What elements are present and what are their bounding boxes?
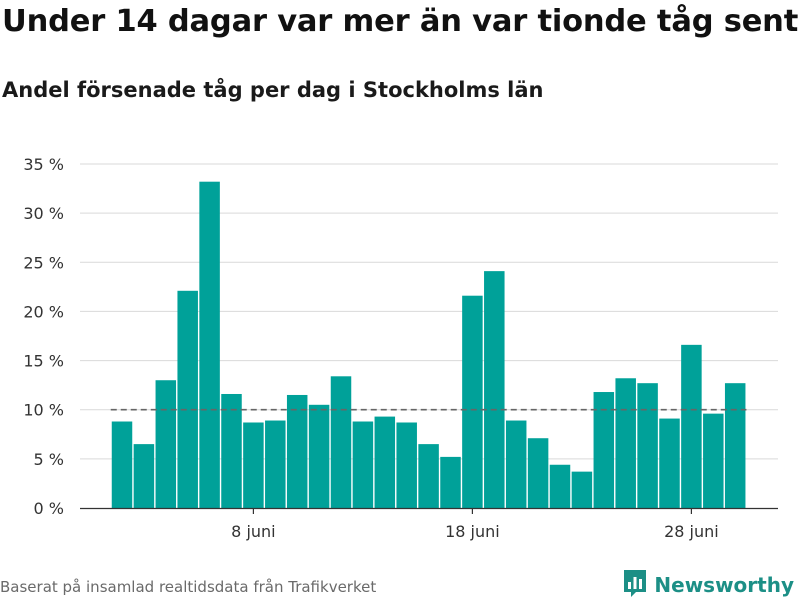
y-axis-labels: 0 % 5 % 10 % 15 % 20 % 25 % 30 % 35 % xyxy=(23,155,64,518)
bar xyxy=(265,420,286,508)
y-tick-label: 5 % xyxy=(34,450,64,469)
bar xyxy=(505,420,527,508)
y-tick-label: 35 % xyxy=(23,155,64,174)
y-tick-label: 10 % xyxy=(23,401,64,420)
bar xyxy=(155,380,177,508)
bar xyxy=(396,422,417,508)
bar xyxy=(374,416,396,508)
y-tick-label: 30 % xyxy=(23,204,64,223)
bar xyxy=(703,413,724,508)
bar xyxy=(330,376,352,508)
bar xyxy=(637,383,658,508)
y-tick-label: 15 % xyxy=(23,352,64,371)
bar-chart: 0 % 5 % 10 % 15 % 20 % 25 % 30 % 35 % 8 juni 18 … xyxy=(23,155,778,541)
bar xyxy=(462,295,483,508)
bar xyxy=(352,421,374,508)
brand-logo: Newsworthy xyxy=(622,568,794,602)
brand-name: Newsworthy xyxy=(654,573,794,597)
bar xyxy=(527,438,549,508)
bars xyxy=(111,181,746,509)
chart-title: Under 14 dagar var mer än var tionde tåg… xyxy=(2,4,799,39)
bar xyxy=(221,393,242,508)
bar xyxy=(549,464,571,508)
bar xyxy=(593,392,615,508)
bar xyxy=(571,471,593,508)
bar xyxy=(681,344,702,508)
newsworthy-logo-icon xyxy=(622,568,648,602)
x-axis-labels: 8 juni 18 juni 28 juni xyxy=(231,508,719,541)
bar xyxy=(484,271,505,508)
y-tick-label: 25 % xyxy=(23,253,64,272)
bar xyxy=(615,378,636,508)
bar xyxy=(308,404,330,508)
x-tick-label: 8 juni xyxy=(231,522,275,541)
x-tick-label: 18 juni xyxy=(445,522,500,541)
x-tick-label: 28 juni xyxy=(664,522,719,541)
bar xyxy=(286,394,308,508)
bar xyxy=(199,181,220,509)
bar xyxy=(440,456,461,508)
chart-subtitle: Andel försenade tåg per dag i Stockholms… xyxy=(2,78,544,102)
y-tick-label: 0 % xyxy=(34,499,64,518)
bar xyxy=(659,418,680,508)
bar xyxy=(111,421,133,508)
y-tick-label: 20 % xyxy=(23,302,64,321)
bar xyxy=(724,383,746,508)
source-note: Baserat på insamlad realtidsdata från Tr… xyxy=(0,578,377,596)
bar xyxy=(133,444,155,508)
bar xyxy=(418,444,439,508)
bar xyxy=(177,290,198,508)
bar xyxy=(243,422,264,508)
